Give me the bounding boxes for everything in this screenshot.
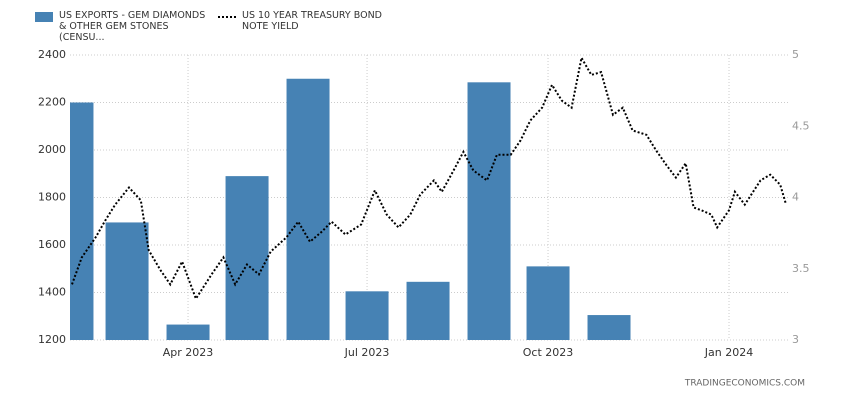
legend-swatch xyxy=(218,16,236,18)
source: TRADINGECONOMICS.COM xyxy=(684,379,805,389)
x-tick-label: Apr 2023 xyxy=(163,346,214,359)
y-tick-label: 2400 xyxy=(38,48,66,61)
y-tick-label: 1800 xyxy=(38,191,66,204)
bar xyxy=(105,222,149,340)
y2-tick-label: 3 xyxy=(792,333,799,346)
bar xyxy=(406,281,450,340)
y-tick-label: 1200 xyxy=(38,333,66,346)
y2-tick-label: 5 xyxy=(792,48,799,61)
x-tick-label: Jul 2023 xyxy=(344,346,390,359)
y2-tick-label: 4 xyxy=(792,191,799,204)
bar xyxy=(467,82,511,340)
bar xyxy=(526,266,570,340)
y2-tick-label: 3.5 xyxy=(792,262,810,275)
legend-label: US 10 YEAR TREASURY BOND NOTE YIELD xyxy=(242,10,382,32)
bar xyxy=(286,78,330,340)
legend-item: US 10 YEAR TREASURY BOND NOTE YIELD xyxy=(218,10,382,32)
bar xyxy=(166,324,210,340)
bar xyxy=(70,102,94,340)
y-tick-label: 2200 xyxy=(38,96,66,109)
y-tick-label: 2000 xyxy=(38,143,66,156)
x-tick-label: Oct 2023 xyxy=(523,346,574,359)
legend-item: US EXPORTS - GEM DIAMONDS & OTHER GEM ST… xyxy=(35,10,211,43)
bar xyxy=(225,176,269,340)
plot xyxy=(70,54,788,340)
bar xyxy=(345,291,389,340)
y2-tick-label: 4.5 xyxy=(792,119,810,132)
legend-label: US EXPORTS - GEM DIAMONDS & OTHER GEM ST… xyxy=(59,10,206,43)
legend-swatch xyxy=(35,12,53,22)
line xyxy=(71,54,788,301)
x-tick-label: Jan 2024 xyxy=(704,346,753,359)
y-tick-label: 1600 xyxy=(38,238,66,251)
bar xyxy=(587,315,631,340)
y-tick-label: 1400 xyxy=(38,286,66,299)
